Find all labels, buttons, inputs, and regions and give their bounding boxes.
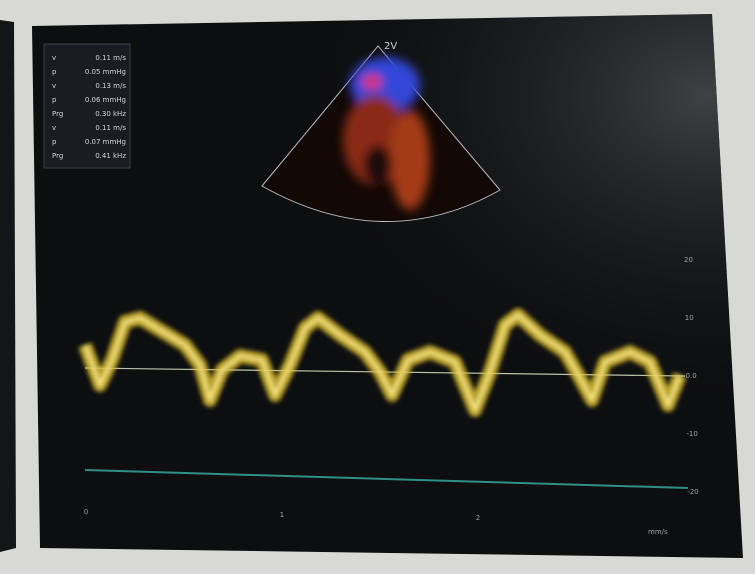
measurement-value: 0.05 mmHg [85,68,126,76]
time-label: 1 [280,511,284,519]
time-label: 2 [476,514,480,522]
measurement-label: p [52,138,57,146]
measurement-label: v [52,54,56,62]
measurement-value: 0.11 m/s [95,124,126,132]
time-scale: 0 1 2 [84,508,480,522]
measurement-label: v [52,124,56,132]
velocity-scale: 20 10 0.0 -10 -20 [684,256,699,496]
measurement-value: 0.06 mmHg [85,96,126,104]
measurement-value: 0.11 m/s [95,54,126,62]
left-screen-edge [0,20,16,552]
screen-glare [32,14,743,558]
time-label: 0 [84,508,88,516]
scale-label: -10 [686,430,697,438]
speed-label: mm/s [648,528,668,536]
measurement-value: 0.30 kHz [95,110,126,118]
measurement-label: v [52,82,56,90]
scale-label: -20 [687,488,698,496]
measurement-label: p [52,96,57,104]
measurement-box [43,43,131,169]
measurement-value: 0.07 mmHg [85,138,126,146]
sector-label: 2V [384,41,397,52]
doppler-waveform [78,308,687,417]
scale-label: 10 [685,314,694,322]
scale-label: 20 [684,256,693,264]
measurement-value: 0.41 kHz [95,152,126,160]
measurement-list: v 0.11 m/s p 0.05 mmHg v 0.13 m/s p 0.06 mmHg Pr… [52,54,126,160]
measurement-label: Prg [52,110,63,118]
ecg-line [84,469,689,489]
scale-label: 0.0 [686,372,697,380]
measurement-value: 0.13 m/s [95,82,126,90]
measurement-label: Prg [52,152,63,160]
color-flow [343,57,430,210]
measurement-label: p [52,68,57,76]
